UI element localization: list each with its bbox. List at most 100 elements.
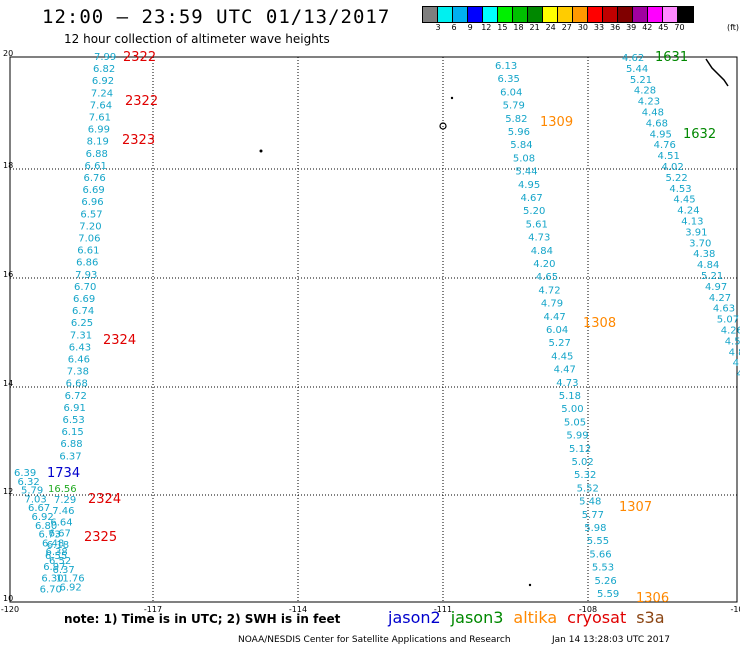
swh-value: 6.69: [73, 294, 95, 305]
swh-value: 7.38: [67, 367, 89, 378]
swh-value: 7.29: [54, 495, 76, 506]
colorbar-swatch: [558, 7, 573, 22]
swh-value: 4.65: [536, 272, 558, 283]
swh-value: 5.98: [584, 523, 606, 534]
lon-tick-label: -117: [144, 605, 162, 614]
colorbar-label: 27: [561, 23, 572, 32]
colorbar-swatch: [513, 7, 528, 22]
swh-value: 6.92: [32, 512, 54, 523]
swh-value: 4.97: [705, 282, 727, 293]
swh-value: 5.27: [549, 338, 571, 349]
coastline: [705, 58, 729, 87]
swh-value: 5.18: [559, 391, 581, 402]
lat-tick-label: 10: [3, 594, 13, 603]
swh-value: 6.76: [84, 173, 106, 184]
colorbar-swatch: [633, 7, 648, 22]
colorbar-label: 30: [577, 23, 588, 32]
swh-value: 6.30: [41, 573, 63, 584]
swh-value: 6.92: [60, 582, 82, 593]
pass-label-altika: 1309: [540, 115, 573, 130]
swh-value: 4.47: [554, 365, 576, 376]
swh-value: 7.99: [94, 52, 116, 63]
swh-value: 5.44: [626, 64, 648, 75]
colorbar-swatch: [588, 7, 603, 22]
colorbar-swatch: [603, 7, 618, 22]
swh-value: 4: [737, 369, 740, 380]
swh-value: 4.26: [721, 326, 740, 337]
swh-value: 5.82: [505, 114, 527, 125]
swh-value: 7.93: [75, 270, 97, 281]
colorbar-label: 9: [467, 23, 473, 32]
swh-value: 4: [733, 358, 739, 369]
pass-label-cryosat: 2323: [122, 133, 155, 148]
pass-label-cryosat: 2322: [125, 94, 158, 109]
swh-value: 6.04: [546, 325, 568, 336]
page-subtitle: 12 hour collection of altimeter wave hei…: [64, 32, 330, 46]
colorbar-label: 42: [642, 23, 653, 32]
colorbar-label: 21: [529, 23, 540, 32]
swh-value: 7.20: [79, 221, 101, 232]
colorbar-label: 70: [674, 23, 685, 32]
swh-value: 4.45: [673, 195, 695, 206]
pass-label-cryosat: 2324: [103, 333, 136, 348]
swh-value: 4.8: [729, 347, 740, 358]
lon-tick-label: -120: [1, 605, 19, 614]
lon-tick-label: -10: [730, 605, 740, 614]
swh-value: 4.84: [531, 246, 553, 257]
colorbar-label: 45: [658, 23, 669, 32]
pass-label-cryosat: 2325: [84, 530, 117, 545]
swh-value: 5.22: [665, 173, 687, 184]
colorbar-label: 15: [497, 23, 508, 32]
colorbar-swatch: [543, 7, 558, 22]
swh-value: 5.02: [572, 457, 594, 468]
legend-item-s3a: s3a: [636, 608, 665, 627]
swh-value: 6.82: [93, 64, 115, 75]
swh-value: 5.59: [597, 589, 619, 600]
swh-value: 6.88: [60, 439, 82, 450]
colorbar-swatch: [528, 7, 543, 22]
swh-value: 6.48: [42, 538, 64, 549]
swh-value: 7.03: [25, 494, 47, 505]
lat-tick-label: 16: [3, 270, 13, 279]
swh-value: 4.38: [693, 249, 715, 260]
colorbar-swatch: [468, 7, 483, 22]
island: [259, 149, 263, 153]
swh-value: 6.70: [74, 282, 96, 293]
colorbar-swatch: [648, 7, 663, 22]
swh-value: 6.73: [39, 530, 61, 541]
swh-value: 5.12: [569, 444, 591, 455]
swh-value: 6.61: [85, 161, 107, 172]
colorbar-swatch: [483, 7, 498, 22]
swh-value: 5.79: [21, 486, 43, 497]
swh-value: 4.73: [556, 378, 578, 389]
swh-value: 6.04: [500, 87, 522, 98]
swh-value: 4.68: [646, 118, 668, 129]
swh-value: 4.76: [654, 140, 676, 151]
swh-value: 6.37: [53, 565, 75, 576]
pass-label-cryosat: 2322: [123, 50, 156, 65]
colorbar-label: 33: [593, 23, 605, 32]
swh-value: 6.92: [92, 76, 114, 87]
swh-value-jason3: 16.56: [48, 484, 77, 495]
pass-label-altika: 1306: [636, 591, 669, 606]
mission-legend: jason2 jason3 altika cryosat s3a: [388, 608, 675, 627]
swh-value: 4.13: [681, 217, 703, 228]
swh-value: 6.53: [63, 415, 85, 426]
swh-value: 4.95: [650, 129, 672, 140]
pass-label-jason3: 1632: [683, 127, 716, 142]
swh-value: 4.95: [518, 180, 540, 191]
swh-value: 6.38: [46, 547, 68, 558]
swh-value: 4.45: [551, 351, 573, 362]
swh-value: 5.52: [577, 483, 599, 494]
swh-value: 4.63: [713, 304, 735, 315]
swh-value: 5.55: [587, 536, 609, 547]
swh-value: 6.69: [82, 185, 104, 196]
swh-value: 6.37: [59, 451, 81, 462]
footer-credit: NOAA/NESDIS Center for Satellite Applica…: [238, 635, 511, 645]
swh-value: 6.13: [495, 61, 517, 72]
colorbar-label: 3: [435, 23, 441, 32]
swh-value: 6.96: [81, 197, 103, 208]
legend-item-jason3: jason3: [450, 608, 504, 627]
pass-label-jason2: 1734: [47, 466, 80, 481]
